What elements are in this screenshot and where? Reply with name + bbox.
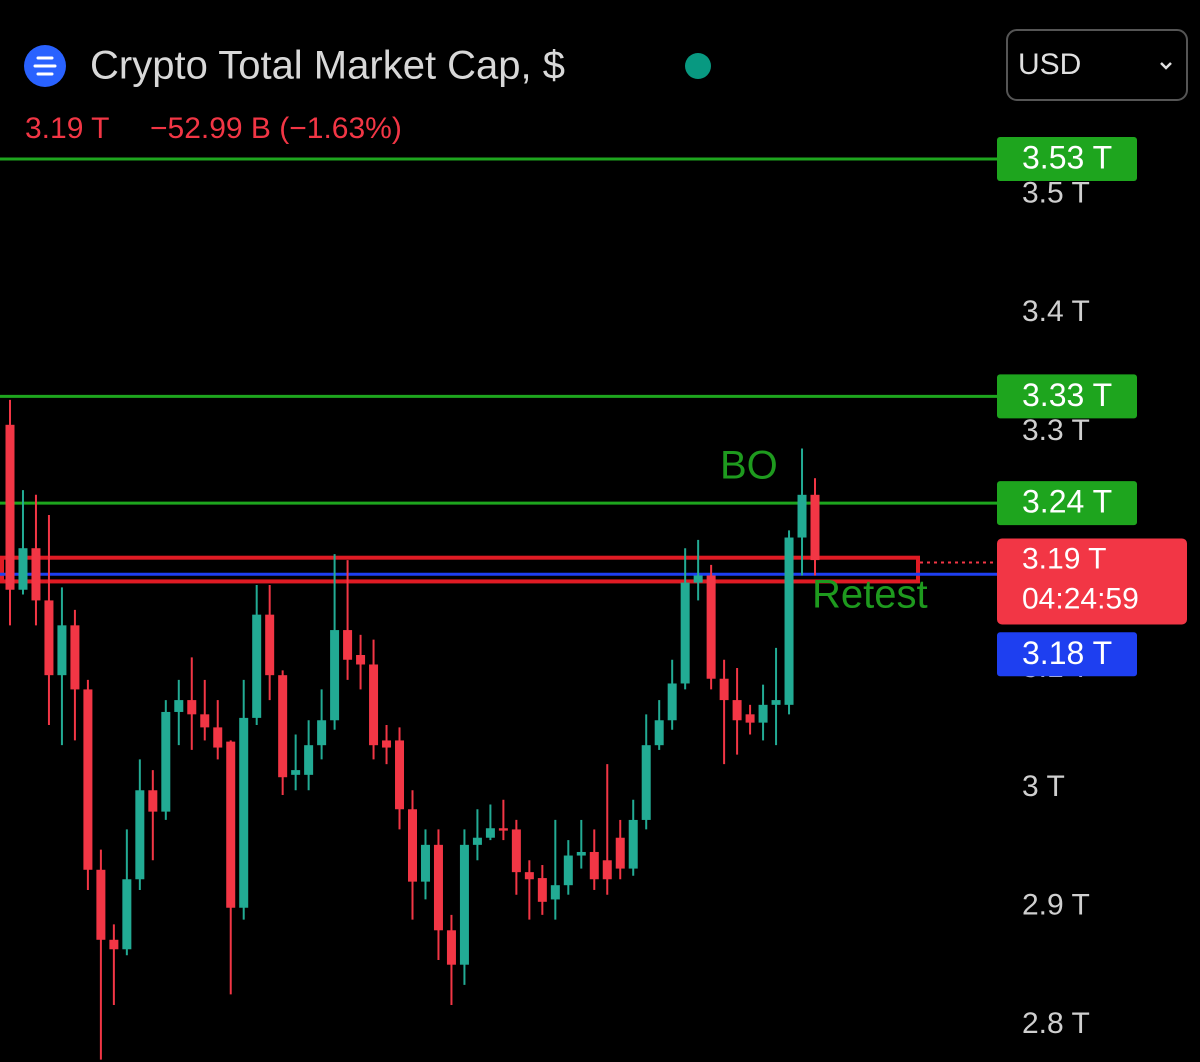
market-status-dot — [685, 53, 711, 79]
price-change: −52.99 B (−1.63%) — [150, 112, 402, 145]
candle-body — [148, 790, 158, 812]
candle-body — [784, 537, 794, 705]
candle-body — [239, 717, 249, 908]
price: 3.19 T — [25, 112, 110, 145]
candle-body — [758, 704, 768, 723]
y-tick-label: 2.8 T — [1022, 1007, 1090, 1040]
candle-body — [524, 872, 534, 880]
candle-body — [550, 885, 560, 900]
candle-body — [589, 851, 599, 880]
symbol-icon-glyph — [33, 56, 57, 76]
candle-body — [5, 424, 15, 590]
candle-body — [771, 700, 781, 705]
candle-body — [485, 828, 495, 838]
candle-body — [304, 745, 314, 775]
candle-body — [810, 494, 820, 561]
level-label-box — [997, 374, 1137, 419]
candle-body — [459, 844, 469, 965]
last-price-box — [997, 538, 1187, 625]
candle-body — [537, 878, 547, 902]
y-tick-label: 3 T — [1022, 770, 1065, 803]
candle-body — [200, 714, 210, 728]
candle-body — [31, 548, 41, 601]
candle-body — [18, 548, 28, 590]
candle-body — [369, 664, 379, 746]
candle-body — [174, 700, 184, 712]
level-label: 3.33 T — [1022, 377, 1112, 413]
candle-body — [628, 819, 638, 869]
candle-body — [602, 860, 612, 880]
candle-body — [395, 740, 405, 810]
candle-body — [641, 745, 651, 820]
blue-label: 3.18 T — [1022, 635, 1112, 671]
y-tick-label: 2.9 T — [1022, 888, 1090, 921]
candle-body — [563, 855, 573, 886]
candle-body — [693, 575, 703, 583]
candle-body — [408, 809, 417, 882]
candle-body — [654, 720, 664, 746]
currency-label: USD — [1018, 48, 1081, 81]
candle-body — [446, 930, 456, 965]
candle-body — [135, 790, 145, 880]
candle-body — [44, 600, 54, 676]
candle-body — [122, 879, 132, 950]
candle-body — [615, 837, 625, 869]
level-label: 3.53 T — [1022, 139, 1112, 175]
candle-body — [797, 494, 807, 538]
y-tick-label: 3.4 T — [1022, 295, 1090, 328]
last-price-label: 3.19 T — [1022, 542, 1107, 575]
level-label-box — [997, 137, 1137, 182]
candle-body — [226, 741, 236, 908]
candle-body — [317, 720, 327, 746]
candle-body — [433, 844, 443, 931]
candle-body — [667, 683, 677, 721]
candle-body — [265, 614, 275, 676]
candle-body — [70, 625, 80, 690]
level-label: 3.24 T — [1022, 484, 1112, 520]
candle-body — [706, 575, 716, 679]
candle-body — [356, 654, 366, 665]
candle-body — [420, 844, 430, 882]
chart-title: Crypto Total Market Cap, $ — [90, 44, 565, 88]
candle-body — [291, 770, 301, 775]
blue-label-box — [997, 632, 1137, 677]
candle-body — [213, 727, 223, 748]
zone-box — [0, 555, 920, 584]
candle-body — [732, 700, 742, 721]
candle-body — [382, 740, 392, 748]
candle-body — [96, 869, 106, 940]
candle-body — [498, 828, 508, 831]
candle-body — [57, 625, 67, 676]
candle-body — [109, 939, 119, 950]
candle-body — [576, 851, 586, 856]
candle-body — [719, 678, 729, 701]
candle-body — [187, 700, 197, 715]
annotation: Retest — [812, 573, 928, 617]
candle-body — [680, 582, 690, 684]
y-tick-label: 3.5 T — [1022, 177, 1090, 210]
y-tick-label: 3.3 T — [1022, 414, 1090, 447]
candle-body — [343, 630, 353, 660]
candle-body — [330, 630, 340, 721]
candle-body — [161, 711, 171, 812]
candle-body — [278, 675, 288, 778]
candle-body — [511, 829, 521, 873]
candle-body — [472, 837, 482, 845]
currency-select[interactable] — [1006, 29, 1188, 101]
annotation: BO — [720, 444, 778, 488]
candle-body — [83, 689, 93, 870]
countdown: 04:24:59 — [1022, 582, 1139, 615]
candle-body — [252, 614, 262, 718]
chevron — [1160, 62, 1172, 70]
candle-body — [745, 714, 755, 723]
level-label-box — [997, 481, 1137, 526]
